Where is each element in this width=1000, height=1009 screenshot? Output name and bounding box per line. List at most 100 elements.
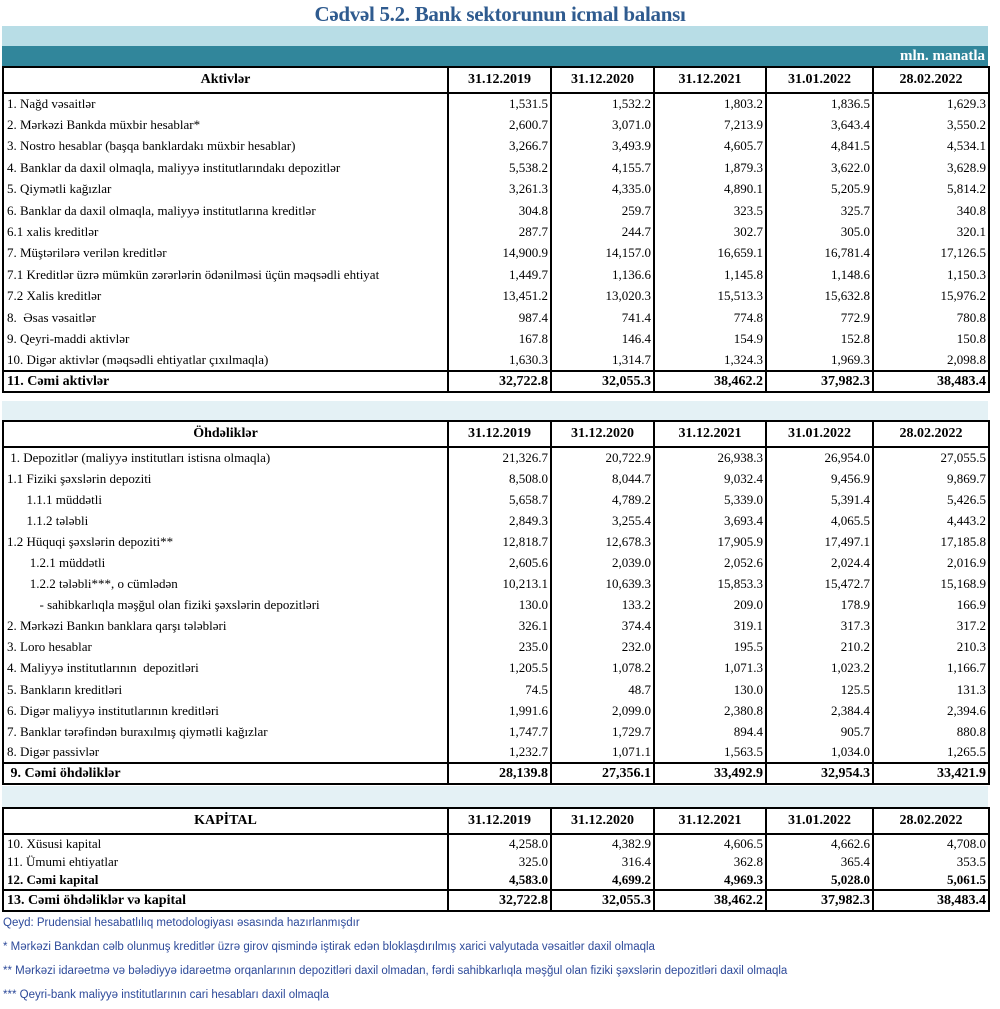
row-label: 3. Nostro hesablar (başqa banklardakı mü… bbox=[2, 135, 449, 158]
row-value: 178.9 bbox=[765, 594, 874, 616]
row-value: 32,055.3 bbox=[550, 889, 655, 913]
table-row: 1.2.1 müddətli 2,605.6 2,039.0 2,052.6 2,024… bbox=[2, 552, 990, 574]
row-value: 1,205.5 bbox=[447, 657, 552, 680]
row-value: 4,699.2 bbox=[550, 871, 655, 891]
header-row: Öhdəliklər 31.12.2019 31.12.2020 31.12.2021… bbox=[2, 420, 990, 448]
row-value: 150.8 bbox=[872, 328, 990, 350]
row-label: 5. Bankların kreditləri bbox=[2, 679, 449, 701]
row-value: 9,032.4 bbox=[653, 468, 767, 490]
row-value: 4,583.0 bbox=[447, 871, 552, 891]
table-row: 4. Maliyyə institutlarının depozitləri 1,… bbox=[2, 657, 990, 680]
date-header: 31.12.2021 bbox=[653, 66, 767, 94]
row-value: 167.8 bbox=[447, 328, 552, 350]
row-label: 5. Qiymətli kağızlar bbox=[2, 178, 449, 200]
row-value: 1,314.7 bbox=[550, 349, 655, 372]
liabilities-table: Öhdəliklər 31.12.2019 31.12.2020 31.12.2021… bbox=[2, 420, 990, 786]
date-header: 31.12.2019 bbox=[447, 66, 552, 94]
table-row: 7.1 Kreditlər üzrə mümkün zərərlərin ödə… bbox=[2, 264, 990, 286]
row-value: 152.8 bbox=[765, 328, 874, 350]
row-value: 14,900.9 bbox=[447, 242, 552, 265]
row-value: 13,020.3 bbox=[550, 285, 655, 307]
row-value: 5,339.0 bbox=[653, 489, 767, 511]
row-value: 1,324.3 bbox=[653, 349, 767, 372]
table-row: 1.1.1 müddətli 5,658.7 4,789.2 5,339.0 5,391… bbox=[2, 489, 990, 511]
row-value: 12,678.3 bbox=[550, 531, 655, 553]
row-value: 2,016.9 bbox=[872, 552, 990, 574]
row-value: 320.1 bbox=[872, 221, 990, 243]
row-value: 3,643.4 bbox=[765, 114, 874, 136]
row-value: 15,853.3 bbox=[653, 573, 767, 595]
row-value: 987.4 bbox=[447, 306, 552, 329]
row-value: 131.3 bbox=[872, 679, 990, 701]
row-value: 4,789.2 bbox=[550, 489, 655, 511]
unit-label: mln. manatla bbox=[2, 46, 988, 66]
table-row: 10. Xüsusi kapital 4,258.0 4,382.9 4,606.5 4… bbox=[2, 834, 990, 853]
section-gap bbox=[2, 786, 988, 807]
row-label: 1. Nağd vəsaitlər bbox=[2, 93, 449, 115]
table-row: 11. Ümumi ehtiyatlar 325.0 316.4 362.8 365.4… bbox=[2, 852, 990, 872]
table-row: - sahibkarlıqla məşğul olan fiziki şəxsl… bbox=[2, 594, 990, 616]
row-value: 4,606.5 bbox=[653, 834, 767, 853]
row-label: 11. Cəmi aktivlər bbox=[2, 370, 449, 394]
date-header: 31.01.2022 bbox=[765, 420, 874, 448]
row-label: 7. Müştərilərə verilən kreditlər bbox=[2, 242, 449, 265]
row-label: 1.1 Fiziki şəxslərin depoziti bbox=[2, 468, 449, 490]
row-label: 2. Mərkəzi Bankın banklara qarşı tələblə… bbox=[2, 615, 449, 637]
row-value: 287.7 bbox=[447, 221, 552, 243]
row-label: 1.2 Hüquqi şəxslərin depoziti** bbox=[2, 531, 449, 553]
row-label: 6.1 xalis kreditlər bbox=[2, 221, 449, 243]
row-label: 8. Digər passivlər bbox=[2, 742, 449, 764]
row-value: 2,849.3 bbox=[447, 510, 552, 532]
row-value: 3,493.9 bbox=[550, 135, 655, 158]
row-value: 2,384.4 bbox=[765, 700, 874, 722]
row-value: 17,905.9 bbox=[653, 531, 767, 553]
row-label: 6. Banklar da daxil olmaqla, maliyyə ins… bbox=[2, 199, 449, 222]
row-value: 8,044.7 bbox=[550, 468, 655, 490]
row-value: 15,472.7 bbox=[765, 573, 874, 595]
row-value: 5,538.2 bbox=[447, 157, 552, 179]
row-value: 1,991.6 bbox=[447, 700, 552, 722]
footnote: ** Mərkəzi idarəetmə və bələdiyyə idarəe… bbox=[3, 965, 788, 977]
row-label: 7.1 Kreditlər üzrə mümkün zərərlərin ödə… bbox=[2, 264, 449, 286]
row-value: 353.5 bbox=[872, 852, 990, 872]
row-value: 21,326.7 bbox=[447, 447, 552, 469]
row-value: 1,969.3 bbox=[765, 349, 874, 372]
table-row: 2. Mərkəzi Bankda müxbir hesablar* 2,600.… bbox=[2, 114, 990, 136]
table-row: 1.1 Fiziki şəxslərin depoziti 8,508.0 8,04… bbox=[2, 468, 990, 490]
row-value: 741.4 bbox=[550, 306, 655, 329]
row-value: 259.7 bbox=[550, 199, 655, 222]
row-value: 32,722.8 bbox=[447, 370, 552, 394]
row-value: 305.0 bbox=[765, 221, 874, 243]
row-value: 1,563.5 bbox=[653, 742, 767, 764]
table-row: 8. Əsas vəsaitlər 987.4 741.4 774.8 772.9 780… bbox=[2, 306, 990, 329]
row-value: 1,136.6 bbox=[550, 264, 655, 286]
row-value: 74.5 bbox=[447, 679, 552, 701]
row-value: 17,497.1 bbox=[765, 531, 874, 553]
row-value: 15,168.9 bbox=[872, 573, 990, 595]
row-value: 244.7 bbox=[550, 221, 655, 243]
row-label: 1.2.2 tələbli***, o cümlədən bbox=[2, 573, 449, 595]
row-value: 37,982.3 bbox=[765, 370, 874, 394]
header-row: Aktivlər 31.12.2019 31.12.2020 31.12.2021 31… bbox=[2, 66, 990, 94]
section-header: Öhdəliklər bbox=[2, 420, 449, 448]
row-value: 210.3 bbox=[872, 636, 990, 658]
row-value: 10,639.3 bbox=[550, 573, 655, 595]
row-value: 880.8 bbox=[872, 721, 990, 743]
row-label: 8. Əsas vəsaitlər bbox=[2, 306, 449, 329]
row-value: 1,531.5 bbox=[447, 93, 552, 115]
row-value: 1,629.3 bbox=[872, 93, 990, 115]
row-value: 10,213.1 bbox=[447, 573, 552, 595]
table-row: 7.2 Xalis kreditlər 13,451.2 13,020.3 15,51… bbox=[2, 285, 990, 307]
table-row: 1.1.2 tələbli 2,849.3 3,255.4 3,693.4 4,065.… bbox=[2, 510, 990, 532]
row-value: 2,098.8 bbox=[872, 349, 990, 372]
row-label: 1.1.1 müddətli bbox=[2, 489, 449, 511]
row-value: 1,879.3 bbox=[653, 157, 767, 179]
table-row: 5. Bankların kreditləri 74.5 48.7 130.0 125.… bbox=[2, 679, 990, 701]
date-header: 31.12.2020 bbox=[550, 66, 655, 94]
row-label: 3. Loro hesablar bbox=[2, 636, 449, 658]
table-row: 6. Banklar da daxil olmaqla, maliyyə ins… bbox=[2, 199, 990, 222]
row-value: 325.0 bbox=[447, 852, 552, 872]
row-value: 38,462.2 bbox=[653, 370, 767, 394]
row-value: 4,258.0 bbox=[447, 834, 552, 853]
row-value: 5,658.7 bbox=[447, 489, 552, 511]
